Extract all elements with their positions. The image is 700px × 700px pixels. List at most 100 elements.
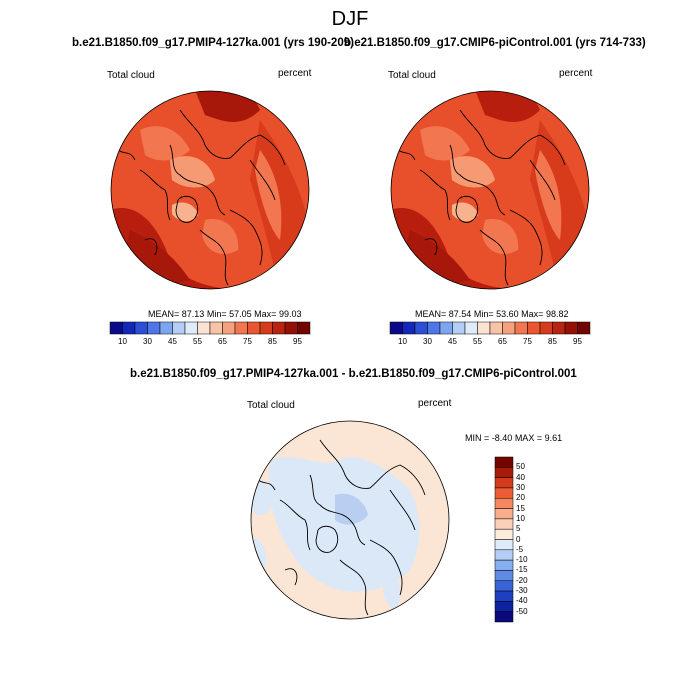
coastline-path (509, 209, 543, 266)
panel-2-colorbar (389, 321, 591, 335)
coastline-path (389, 489, 416, 531)
colorbar-swatch (172, 321, 186, 335)
map-high-cloud-region (195, 91, 260, 122)
colorbar-tick-label: 15 (516, 503, 525, 513)
colorbar-swatch (122, 321, 136, 335)
colorbar-tick-label: 10 (516, 513, 525, 523)
diff-max-label: MAX = (514, 433, 543, 443)
coastline-path (257, 479, 276, 491)
colorbar-swatch (222, 321, 236, 335)
diff-panel-stats: MIN = -8.40 MAX = 9.61 (465, 433, 562, 443)
diff-min-label: MIN = (465, 433, 490, 443)
panel-1-min-value: 57.05 (229, 309, 252, 319)
coastline-path (479, 229, 509, 286)
map-boundary-circle (250, 420, 450, 620)
colorbar-tick-label: 75 (523, 337, 532, 346)
colorbar-swatch (494, 549, 514, 561)
panel-2-units-label: percent (559, 68, 593, 79)
colorbar-swatch (284, 321, 298, 335)
colorbar-swatch (494, 498, 514, 509)
panel-2-polar-map (390, 90, 590, 290)
coastline-path (397, 149, 416, 161)
colorbar-tick-label: 95 (573, 337, 582, 346)
colorbar-tick-label: 0 (516, 534, 521, 544)
panel-2-max-label: Max= (521, 309, 544, 319)
colorbar-swatch (527, 321, 541, 335)
colorbar-tick-label: 45 (168, 337, 177, 346)
greenland-coastline (175, 195, 199, 223)
map-mid-cloud-region (202, 219, 239, 255)
colorbar-tick-label: 65 (218, 337, 227, 346)
map-boundary-circle (390, 90, 590, 290)
coastline-path (309, 474, 366, 546)
colorbar-tick-label: 55 (193, 337, 202, 346)
panel-1-min-label: Min= (206, 309, 227, 319)
panel-1-colorbar (109, 321, 311, 335)
colorbar-swatch (514, 321, 528, 335)
colorbar-swatch (402, 321, 416, 335)
colorbar-tick-label: 10 (118, 337, 127, 346)
colorbar-swatch (184, 321, 198, 335)
coastline-path (229, 209, 263, 266)
map-negative-diff-region (335, 493, 368, 525)
coastline-path (169, 144, 226, 216)
colorbar-tick-label: 50 (516, 462, 525, 472)
colorbar-swatch (159, 321, 173, 335)
colorbar-tick-label: 45 (448, 337, 457, 346)
colorbar-tick-label: 75 (243, 337, 252, 346)
colorbar-swatch (452, 321, 466, 335)
colorbar-swatch (494, 611, 514, 623)
colorbar-swatch (494, 508, 514, 520)
diff-max-value: 9.61 (544, 433, 563, 443)
panel-1-mean-label: MEAN= (148, 309, 180, 319)
colorbar-swatch (234, 321, 248, 335)
coastline-path (139, 169, 171, 221)
colorbar-tick-label: 5 (516, 524, 521, 534)
coastline-path (319, 439, 426, 496)
colorbar-swatch (477, 321, 491, 335)
panel-2-mean-value: 87.54 (448, 309, 472, 319)
colorbar-tick-label: 85 (548, 337, 557, 346)
map-negative-diff-region (383, 570, 401, 610)
colorbar-swatch (272, 321, 286, 335)
panel-2-mean-label: MEAN= (415, 309, 447, 319)
colorbar-tick-label: -10 (516, 555, 528, 565)
coastline-path (279, 499, 311, 551)
colorbar-tick-label: 95 (293, 337, 302, 346)
colorbar-tick-label: -30 (516, 586, 528, 596)
colorbar-swatch (414, 321, 428, 335)
panel-1-variable-label: Total cloud (107, 70, 155, 81)
map-coastlines (397, 109, 566, 286)
map-mid-cloud-region (420, 126, 470, 161)
coastline-path (459, 109, 566, 166)
colorbar-tick-label: -40 (516, 596, 528, 606)
coastline-path (424, 238, 438, 256)
map-negative-diff-region (268, 457, 420, 592)
colorbar-tick-label: 10 (398, 337, 407, 346)
colorbar-swatch (247, 321, 261, 335)
panel-1-mean-value: 87.13 (181, 309, 205, 319)
map-coastlines (257, 439, 426, 616)
map-high-cloud-region (475, 91, 540, 122)
colorbar-swatch (297, 321, 311, 335)
panel-1-polar-map (110, 90, 310, 290)
map-mid-cloud-region (482, 219, 519, 255)
panel-2-min-value: 53.60 (496, 309, 519, 319)
coastline-path (284, 568, 298, 586)
colorbar-tick-label: 20 (516, 493, 525, 503)
colorbar-swatch (147, 321, 161, 335)
panel-1-units-label: percent (278, 68, 312, 79)
map-coastlines (117, 109, 286, 286)
diff-panel-variable-label: Total cloud (247, 400, 295, 411)
coastline-path (199, 229, 229, 286)
colorbar-tick-label: -15 (516, 565, 528, 575)
diff-min-value: -8.40 (491, 433, 513, 443)
colorbar-swatch (539, 321, 553, 335)
colorbar-tick-label: -50 (516, 606, 528, 616)
panel-2-min-label: Min= (473, 309, 494, 319)
diff-panel-colorbar (494, 456, 514, 623)
map-mid-cloud-region (535, 150, 562, 240)
coastline-path (179, 109, 286, 166)
colorbar-tick-label: 40 (516, 472, 525, 482)
coastline-path (369, 539, 403, 596)
